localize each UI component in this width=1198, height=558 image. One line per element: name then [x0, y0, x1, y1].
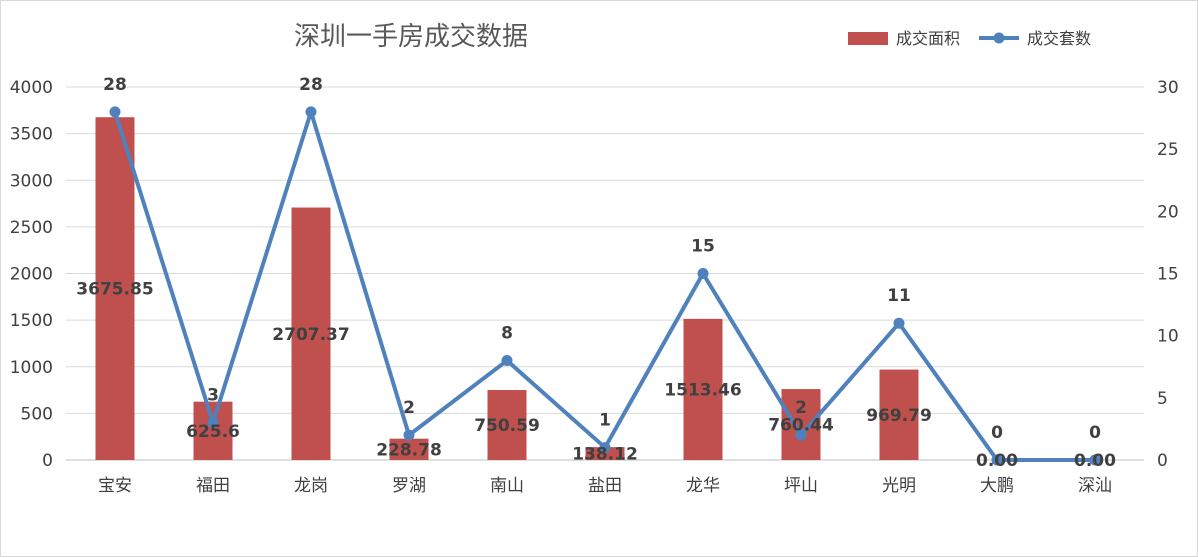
category-label: 福田: [196, 476, 230, 496]
left-axis-tick-label: 500: [21, 404, 53, 424]
left-axis-tick-label: 3000: [10, 171, 53, 191]
gridlines: [66, 86, 1144, 461]
bar-data-label: 0.00: [976, 451, 1018, 471]
bar-data-label: 1513.46: [664, 380, 741, 400]
bar: [389, 438, 429, 460]
bar-data-label: 750.59: [474, 416, 540, 436]
legend-label-area: 成交面积: [896, 29, 960, 48]
bar: [781, 389, 821, 460]
bar-data-label: 3675.85: [76, 280, 153, 300]
chart-title: 深圳一手房成交数据: [294, 22, 528, 52]
category-label: 深汕: [1078, 476, 1112, 496]
left-axis-tick-label: 4000: [10, 78, 53, 98]
right-axis-tick-label: 15: [1157, 265, 1179, 285]
left-axis-tick-label: 2500: [10, 218, 53, 238]
bar: [291, 207, 331, 460]
bar: [585, 447, 625, 460]
line-point: [501, 355, 513, 367]
left-axis-tick-label: 2000: [10, 265, 53, 285]
line-data-label: 2: [403, 398, 415, 418]
left-axis-tick-label: 1000: [10, 358, 53, 378]
line-data-label: 8: [501, 324, 513, 344]
line-data-label: 15: [691, 237, 715, 257]
series-line: [113, 109, 1095, 462]
bar: [879, 369, 919, 460]
bar: [193, 401, 233, 460]
category-label: 坪山: [784, 476, 818, 496]
category-label: 大鹏: [980, 476, 1014, 496]
category-label: 盐田: [588, 476, 622, 496]
line-data-label: 3: [207, 386, 219, 406]
bar: [95, 117, 135, 460]
category-label: 光明: [882, 476, 916, 496]
data-labels: 3675.85625.62707.37228.78750.59138.12151…: [76, 75, 1116, 471]
right-axis-tick-label: 30: [1157, 78, 1179, 98]
line-data-label: 11: [887, 286, 911, 306]
category-label: 罗湖: [392, 476, 426, 496]
legend-label-count: 成交套数: [1027, 29, 1091, 48]
left-axis-tick-label: 3500: [10, 125, 53, 145]
bar-data-label: 969.79: [866, 406, 932, 426]
category-label: 南山: [490, 476, 524, 496]
line-data-label: 28: [299, 75, 323, 95]
line-point: [305, 106, 317, 118]
bar-data-label: 760.44: [768, 416, 834, 436]
line-point: [893, 317, 905, 329]
right-axis-tick-label: 10: [1157, 327, 1179, 347]
left-axis-tick-label: 1500: [10, 311, 53, 331]
bar-data-label: 138.12: [572, 445, 638, 465]
line-data-label: 0: [1089, 423, 1101, 443]
category-axis: 宝安 福田 龙岗 罗湖 南山 盐田 龙华 坪山 光明 大鹏 深汕: [98, 476, 1112, 496]
right-axis-tick-label: 5: [1157, 389, 1168, 409]
line-point: [403, 429, 415, 441]
line-point: [697, 268, 709, 279]
legend: 成交面积 成交套数: [848, 29, 1091, 48]
category-label: 龙岗: [294, 476, 328, 496]
line-point: [991, 454, 1003, 466]
left-axis-tick-label: 0: [42, 451, 53, 471]
line-point: [1089, 454, 1101, 466]
line-point: [207, 417, 219, 429]
bar: [683, 318, 723, 460]
line-point: [795, 429, 807, 441]
line-point: [599, 442, 611, 454]
line-data-label: 28: [103, 75, 127, 95]
legend-swatch-area: [848, 32, 888, 45]
right-axis-tick-label: 25: [1157, 140, 1179, 160]
line-series: [109, 106, 1101, 466]
legend-swatch-count-marker: [993, 32, 1005, 44]
left-axis-ticks: 0 500 1000 1500 2000 2500 3000 3500 4000: [10, 78, 53, 471]
bar-data-label: 2707.37: [272, 325, 349, 345]
bar-data-label: 228.78: [376, 440, 442, 460]
bar-series: [95, 117, 919, 460]
right-axis-ticks: 0 5 10 15 20 25 30: [1157, 78, 1179, 471]
line-data-label: 1: [599, 411, 611, 431]
right-axis-tick-label: 20: [1157, 202, 1179, 222]
bar: [487, 390, 527, 460]
bar-data-label: 625.6: [186, 422, 240, 442]
line-data-label: 0: [991, 423, 1003, 443]
right-axis-tick-label: 0: [1157, 451, 1168, 471]
category-label: 宝安: [98, 476, 132, 496]
line-data-label: 2: [795, 398, 807, 418]
bar-data-label: 0.00: [1074, 451, 1116, 471]
line-point: [109, 106, 121, 118]
category-label: 龙华: [686, 476, 720, 496]
